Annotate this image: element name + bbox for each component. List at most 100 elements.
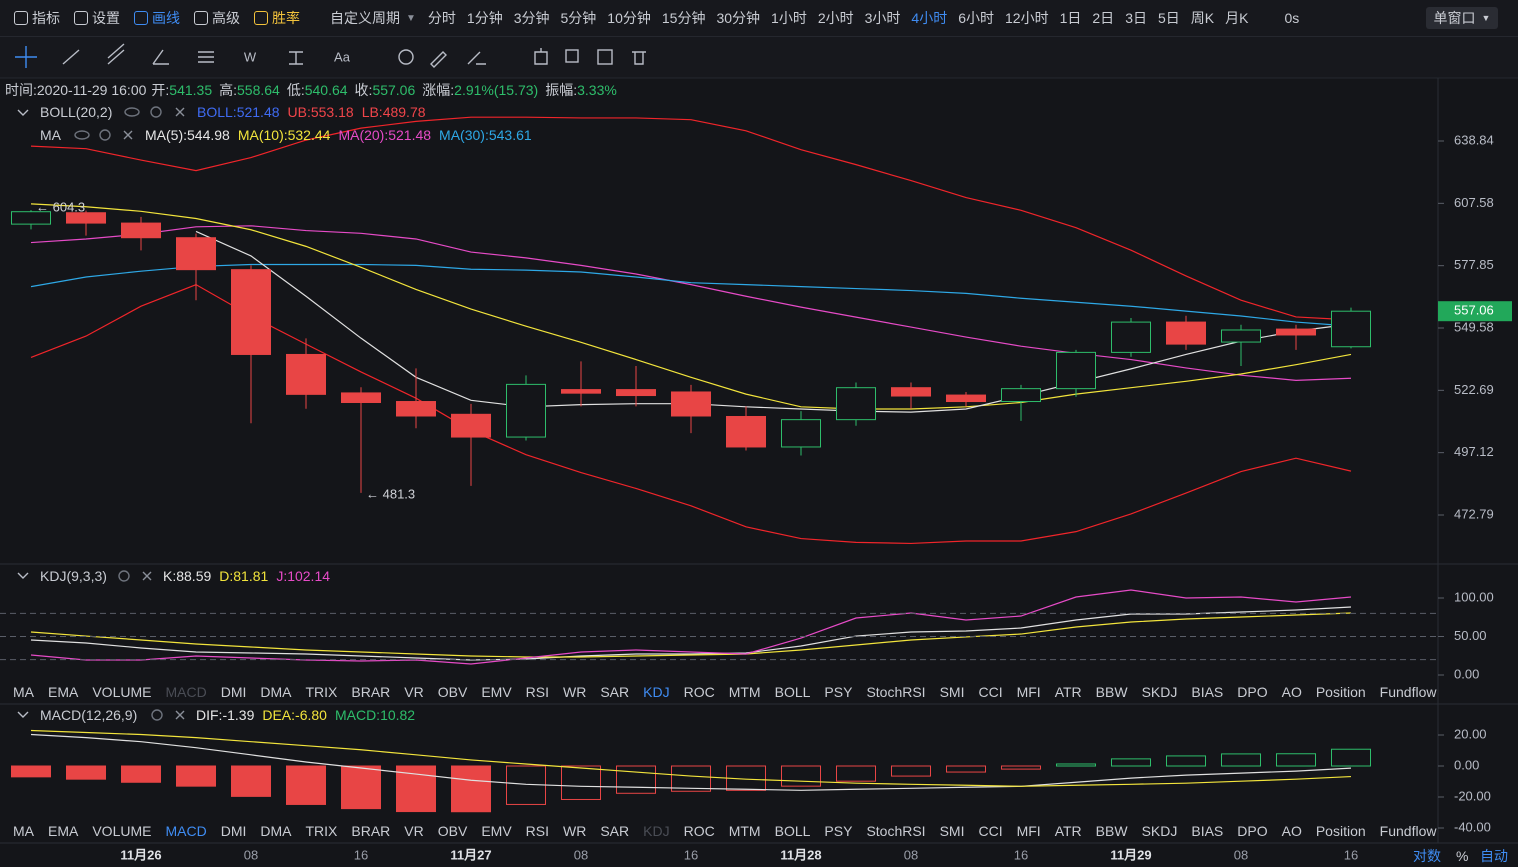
- log-toggle[interactable]: 对数: [1413, 848, 1441, 864]
- indicator-tab[interactable]: Fundflow: [1379, 823, 1437, 839]
- indicator-tab[interactable]: SKDJ: [1141, 684, 1178, 700]
- menu-item[interactable]: 高级: [194, 8, 240, 28]
- eye-gear-icons[interactable]: [74, 106, 163, 721]
- angle-tool[interactable]: [152, 49, 169, 65]
- period[interactable]: 月K: [1225, 10, 1249, 26]
- indicator-tab[interactable]: ATR: [1054, 823, 1082, 839]
- indicator-tab[interactable]: EMA: [48, 823, 79, 839]
- indicator-tab[interactable]: MFI: [1016, 684, 1041, 700]
- period[interactable]: 1分钟: [466, 10, 503, 26]
- wave-tool[interactable]: W: [244, 49, 257, 64]
- indicator-tab[interactable]: MTM: [728, 684, 761, 700]
- shape-tool[interactable]: [398, 49, 414, 65]
- indicator-tab[interactable]: CCI: [978, 823, 1003, 839]
- indicator-tab[interactable]: DPO: [1237, 684, 1268, 700]
- menu-item[interactable]: 胜率: [254, 8, 300, 28]
- indicator-tab[interactable]: BIAS: [1191, 823, 1224, 839]
- period[interactable]: 3分钟: [513, 10, 550, 26]
- pen-tool[interactable]: [467, 51, 486, 65]
- line-tool[interactable]: [62, 49, 80, 65]
- indicator-tab[interactable]: DMI: [220, 684, 247, 700]
- period[interactable]: 5分钟: [560, 10, 597, 26]
- indicator-tab[interactable]: OBV: [437, 684, 468, 700]
- indicator-tab[interactable]: RSI: [525, 684, 550, 700]
- indicator-tab[interactable]: BBW: [1095, 684, 1128, 700]
- indicator-tab[interactable]: MACD: [165, 823, 207, 839]
- period[interactable]: 3日: [1125, 10, 1147, 26]
- indicator-tab[interactable]: Position: [1315, 823, 1366, 839]
- indicator-tab[interactable]: MA: [13, 684, 34, 700]
- indicator-tab[interactable]: WR: [563, 684, 587, 700]
- indicator-tab[interactable]: SKDJ: [1141, 823, 1178, 839]
- indicator-tab[interactable]: EMV: [481, 823, 512, 839]
- indicator-tab[interactable]: MFI: [1016, 823, 1041, 839]
- indicator-tab[interactable]: BIAS: [1191, 684, 1224, 700]
- period[interactable]: 分时: [427, 10, 456, 26]
- indicator-tab[interactable]: SAR: [600, 823, 630, 839]
- period[interactable]: 15分钟: [661, 10, 706, 26]
- crosshair-tool[interactable]: [15, 46, 37, 68]
- period[interactable]: 30分钟: [716, 10, 761, 26]
- period[interactable]: 6小时: [958, 10, 995, 26]
- measure-tool[interactable]: [289, 51, 303, 65]
- close-icons[interactable]: [123, 107, 185, 720]
- indicator-tab[interactable]: CCI: [978, 684, 1003, 700]
- dropdown-arrow[interactable]: ▼: [406, 12, 416, 24]
- period[interactable]: 4小时: [911, 10, 948, 26]
- indicator-tab[interactable]: SAR: [600, 684, 630, 700]
- indicator-tab[interactable]: EMV: [481, 684, 512, 700]
- channel-tool[interactable]: [107, 43, 125, 65]
- indicator-tab[interactable]: DPO: [1237, 823, 1268, 839]
- period[interactable]: 周K: [1190, 10, 1215, 26]
- settings-tool[interactable]: [597, 49, 613, 65]
- percent-toggle[interactable]: %: [1456, 848, 1469, 864]
- indicator-tab[interactable]: MTM: [728, 823, 761, 839]
- indicator-tab[interactable]: ROC: [683, 684, 715, 700]
- indicator-tab[interactable]: EMA: [48, 684, 79, 700]
- indicator-tab[interactable]: MACD: [165, 684, 207, 700]
- indicator-tab[interactable]: BOLL: [774, 823, 811, 839]
- indicator-tab[interactable]: SMI: [939, 823, 965, 839]
- indicator-tab[interactable]: WR: [563, 823, 587, 839]
- auto-toggle[interactable]: 自动: [1480, 848, 1508, 864]
- indicator-tab[interactable]: BOLL: [774, 684, 811, 700]
- custom-period[interactable]: 自定义周期: [330, 10, 400, 26]
- indicator-tab[interactable]: VOLUME: [92, 684, 152, 700]
- indicator-tab[interactable]: BBW: [1095, 823, 1128, 839]
- brush-tool[interactable]: [430, 51, 447, 68]
- indicator-tab[interactable]: TRIX: [305, 684, 338, 700]
- indicator-tab[interactable]: DMI: [220, 823, 247, 839]
- lock-tool[interactable]: [534, 48, 548, 65]
- indicator-tab[interactable]: TRIX: [305, 823, 338, 839]
- indicator-tab[interactable]: SMI: [939, 684, 965, 700]
- indicator-tab[interactable]: ROC: [683, 823, 715, 839]
- period[interactable]: 5日: [1157, 10, 1180, 26]
- period[interactable]: 1日: [1059, 10, 1082, 26]
- indicator-tab[interactable]: PSY: [824, 823, 853, 839]
- copy-tool[interactable]: [565, 49, 579, 63]
- delete-tool[interactable]: [632, 51, 646, 65]
- menu-item[interactable]: 指标: [14, 8, 60, 28]
- indicator-tab[interactable]: KDJ: [643, 823, 670, 839]
- period[interactable]: 1小时: [771, 10, 807, 26]
- menu-item[interactable]: 设置: [74, 8, 120, 28]
- indicator-tab[interactable]: OBV: [437, 823, 468, 839]
- indicator-tab[interactable]: RSI: [525, 823, 550, 839]
- text-tool[interactable]: Aa: [334, 49, 351, 64]
- indicator-tab[interactable]: StochRSI: [866, 684, 926, 700]
- indicator-tab[interactable]: DMA: [260, 823, 292, 839]
- period[interactable]: 2日: [1092, 10, 1115, 26]
- indicator-tab[interactable]: AO: [1281, 823, 1302, 839]
- indicator-tab[interactable]: AO: [1281, 684, 1302, 700]
- indicator-tab[interactable]: VR: [404, 684, 424, 700]
- indicator-tab[interactable]: DMA: [260, 684, 292, 700]
- indicator-tab[interactable]: StochRSI: [866, 823, 926, 839]
- indicator-tab[interactable]: Position: [1315, 684, 1366, 700]
- indicator-tab[interactable]: MA: [13, 823, 34, 839]
- fib-tool[interactable]: [198, 51, 214, 63]
- period[interactable]: 2小时: [817, 10, 854, 26]
- indicator-tab[interactable]: KDJ: [643, 684, 670, 700]
- menu-item[interactable]: 画线: [134, 8, 180, 28]
- indicator-tab[interactable]: Fundflow: [1379, 684, 1437, 700]
- period[interactable]: 12小时: [1005, 10, 1049, 26]
